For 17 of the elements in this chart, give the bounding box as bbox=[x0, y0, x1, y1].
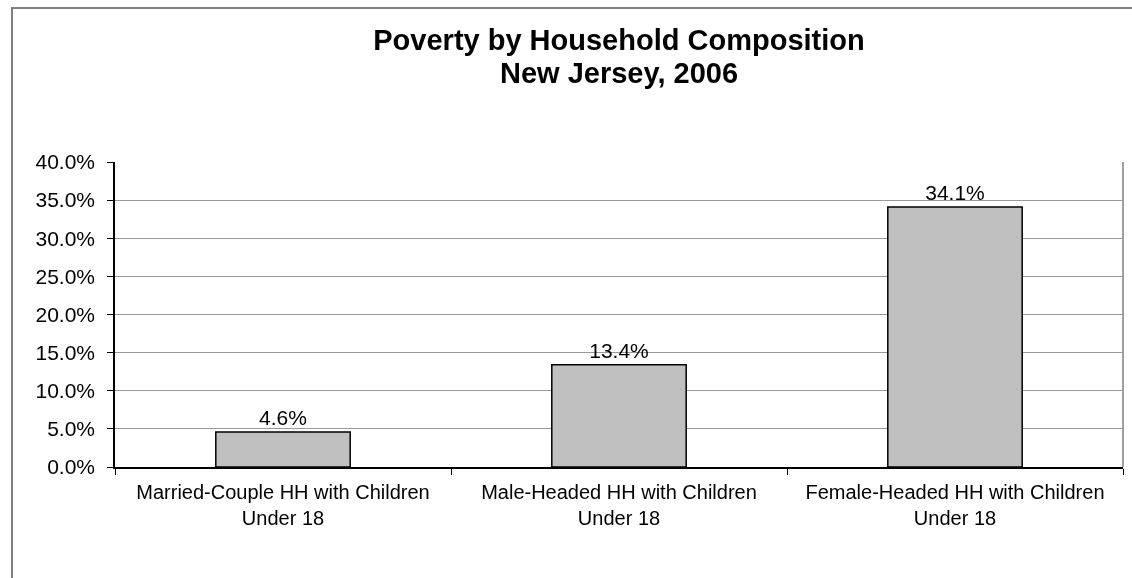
x-tick-label: Female-Headed HH with Children Under 18 bbox=[805, 480, 1105, 529]
y-tick-label: 35.0% bbox=[35, 188, 96, 212]
y-tick-label: 25.0% bbox=[35, 264, 96, 288]
data-label: 34.1% bbox=[925, 180, 985, 204]
y-tick-label: 10.0% bbox=[35, 379, 96, 403]
x-tick-label: Married-Couple HH with Children Under 18 bbox=[136, 480, 430, 529]
y-tick-label: 20.0% bbox=[35, 302, 96, 326]
y-tick-label: 0.0% bbox=[47, 455, 96, 479]
y-tick-label: 5.0% bbox=[47, 417, 96, 441]
data-label: 13.4% bbox=[589, 338, 649, 362]
y-tick-label: 30.0% bbox=[35, 226, 96, 250]
data-label: 4.6% bbox=[259, 405, 307, 429]
y-tick-label: 15.0% bbox=[35, 340, 96, 364]
x-tick-label: Male-Headed HH with Children Under 18 bbox=[481, 480, 757, 529]
chart-subtitle: New Jersey, 2006 bbox=[500, 57, 739, 89]
chart-title: Poverty by Household Composition bbox=[373, 24, 865, 57]
y-tick-label: 40.0% bbox=[35, 150, 96, 174]
